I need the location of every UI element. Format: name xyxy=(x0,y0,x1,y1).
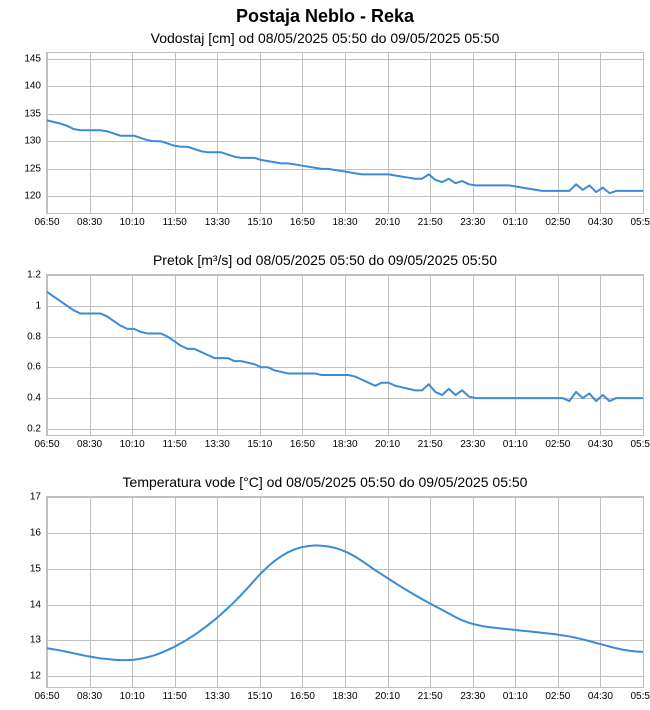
y-tick-label: 140 xyxy=(24,81,47,92)
grid-line xyxy=(643,275,644,435)
y-tick-label: 0.6 xyxy=(27,362,47,373)
x-tick-label: 05:50 xyxy=(630,687,650,702)
x-tick-label: 01:10 xyxy=(503,213,528,228)
x-tick-label: 06:50 xyxy=(34,435,59,450)
x-tick-label: 18:30 xyxy=(332,687,357,702)
x-tick-label: 04:30 xyxy=(588,687,613,702)
pretok-plot: 0.20.40.60.811.206:5008:3010:1011:5013:3… xyxy=(46,274,644,436)
x-tick-label: 15:10 xyxy=(247,435,272,450)
x-tick-label: 11:50 xyxy=(163,687,187,702)
x-tick-label: 20:10 xyxy=(375,213,400,228)
x-tick-label: 13:30 xyxy=(205,213,230,228)
x-tick-label: 16:50 xyxy=(290,435,315,450)
y-tick-label: 0.2 xyxy=(27,423,47,434)
x-tick-label: 23:30 xyxy=(460,435,485,450)
x-tick-label: 18:30 xyxy=(332,435,357,450)
y-tick-label: 13 xyxy=(30,635,47,646)
y-tick-label: 1.2 xyxy=(27,270,47,281)
grid-line xyxy=(643,53,644,213)
vodostaj-plot: 12012513013514014506:5008:3010:1011:5013… xyxy=(46,52,644,214)
pretok-title: Pretok [m³/s] od 08/05/2025 05:50 do 09/… xyxy=(0,252,650,268)
y-tick-label: 120 xyxy=(24,191,47,202)
pretok-series xyxy=(47,275,643,435)
x-tick-label: 21:50 xyxy=(418,687,443,702)
x-tick-label: 13:30 xyxy=(205,435,230,450)
x-tick-label: 08:30 xyxy=(77,213,102,228)
x-tick-label: 16:50 xyxy=(290,213,315,228)
x-tick-label: 15:10 xyxy=(247,687,272,702)
x-tick-label: 21:50 xyxy=(418,213,443,228)
x-tick-label: 02:50 xyxy=(545,213,570,228)
x-tick-label: 10:10 xyxy=(120,687,145,702)
x-tick-label: 08:30 xyxy=(77,687,102,702)
vodostaj-title: Vodostaj [cm] od 08/05/2025 05:50 do 09/… xyxy=(0,30,650,46)
x-tick-label: 20:10 xyxy=(375,435,400,450)
y-tick-label: 145 xyxy=(24,53,47,64)
grid-line xyxy=(643,497,644,687)
x-tick-label: 20:10 xyxy=(375,687,400,702)
x-tick-label: 04:30 xyxy=(588,435,613,450)
x-tick-label: 23:30 xyxy=(460,687,485,702)
x-tick-label: 06:50 xyxy=(34,687,59,702)
y-tick-label: 0.4 xyxy=(27,393,47,404)
x-tick-label: 23:30 xyxy=(460,213,485,228)
y-tick-label: 125 xyxy=(24,163,47,174)
x-tick-label: 05:50 xyxy=(630,435,650,450)
x-tick-label: 10:10 xyxy=(120,213,145,228)
y-tick-label: 0.8 xyxy=(27,331,47,342)
x-tick-label: 08:30 xyxy=(77,435,102,450)
x-tick-label: 15:10 xyxy=(247,213,272,228)
y-tick-label: 1 xyxy=(35,300,47,311)
x-tick-label: 11:50 xyxy=(163,435,187,450)
temperatura-series xyxy=(47,497,643,687)
main-title: Postaja Neblo - Reka xyxy=(0,6,650,27)
y-tick-label: 17 xyxy=(30,492,47,503)
x-tick-label: 10:10 xyxy=(120,435,145,450)
x-tick-label: 04:30 xyxy=(588,213,613,228)
y-tick-label: 16 xyxy=(30,527,47,538)
y-tick-label: 12 xyxy=(30,671,47,682)
y-tick-label: 14 xyxy=(30,599,47,610)
x-tick-label: 16:50 xyxy=(290,687,315,702)
x-tick-label: 11:50 xyxy=(163,213,187,228)
x-tick-label: 18:30 xyxy=(332,213,357,228)
y-tick-label: 130 xyxy=(24,136,47,147)
temperatura-title: Temperatura vode [°C] od 08/05/2025 05:5… xyxy=(0,474,650,490)
x-tick-label: 05:50 xyxy=(630,213,650,228)
x-tick-label: 01:10 xyxy=(503,687,528,702)
y-tick-label: 135 xyxy=(24,108,47,119)
x-tick-label: 01:10 xyxy=(503,435,528,450)
x-tick-label: 02:50 xyxy=(545,435,570,450)
y-tick-label: 15 xyxy=(30,563,47,574)
temperatura-plot: 12131415161706:5008:3010:1011:5013:3015:… xyxy=(46,496,644,688)
x-tick-label: 02:50 xyxy=(545,687,570,702)
x-tick-label: 13:30 xyxy=(205,687,230,702)
vodostaj-series xyxy=(47,53,643,213)
x-tick-label: 21:50 xyxy=(418,435,443,450)
x-tick-label: 06:50 xyxy=(34,213,59,228)
